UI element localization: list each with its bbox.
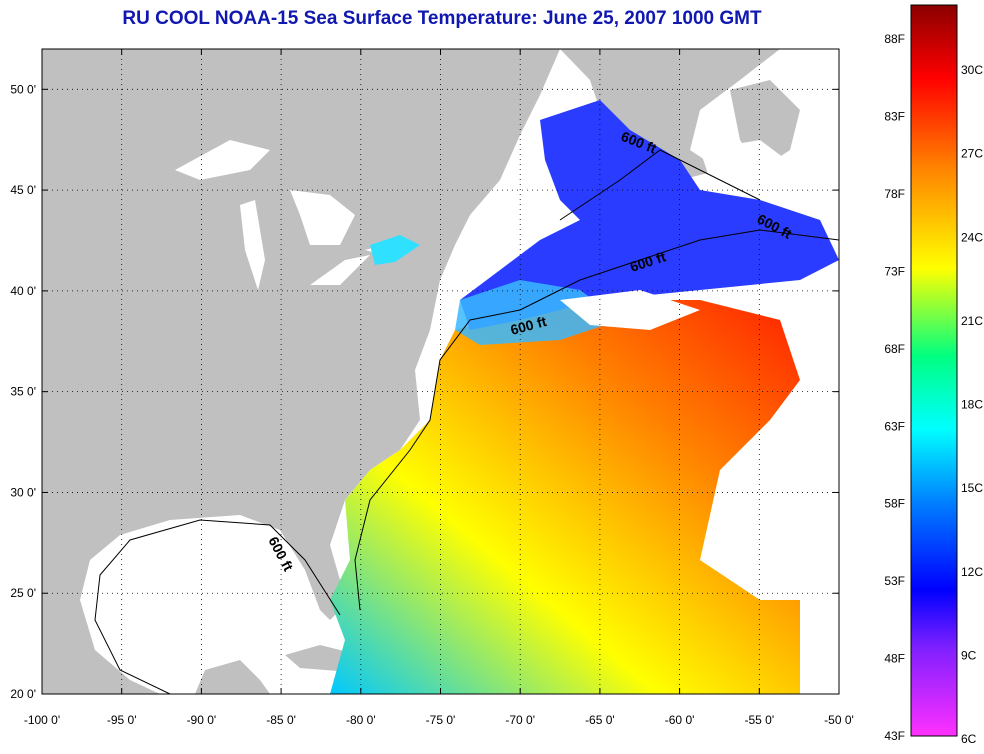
longitude-labels: -100 0' -95 0' -90 0' -85 0' -80 0' -75 0' -70… [24,713,854,727]
lake-superior [175,140,270,180]
longitude-tick-label: -50 0' [824,713,854,727]
lake-erie [310,255,370,285]
colorbar-c-label: 12C [961,565,983,579]
colorbar-c-label: 30C [961,63,983,77]
longitude-tick-label: -70 0' [505,713,535,727]
colorbar-c-label: 21C [961,314,983,328]
colorbar [910,4,958,737]
colorbar-f-label: 88F [884,32,905,46]
latitude-labels: 20 0' 25 0' 30 0' 35 0' 40 0' 45 0' 50 0' [10,82,36,701]
latitude-tick-label: 30 0' [10,485,36,499]
lake-michigan [240,200,265,290]
sst-field-cool-shelf [455,280,620,345]
colorbar-c-label: 15C [961,481,983,495]
colorbar-c-label: 9C [961,648,977,662]
latitude-tick-label: 45 0' [10,183,36,197]
colorbar-f-label: 63F [884,419,905,433]
colorbar-f-label: 43F [884,729,905,743]
sst-field-cold [460,100,839,330]
longitude-tick-label: -75 0' [426,713,456,727]
colorbar-f-label: 73F [884,264,905,278]
longitude-tick-label: -55 0' [744,713,774,727]
contour-600ft-north [559,149,761,221]
lake-huron [290,190,355,245]
longitude-tick-label: -80 0' [346,713,376,727]
colorbar-f-label: 58F [884,497,905,511]
colorbar-f-label: 53F [884,574,905,588]
cloud-patch-1 [560,290,700,330]
latitude-tick-label: 50 0' [10,82,36,96]
colorbar-c-label: 18C [961,398,983,412]
longitude-tick-label: -90 0' [187,713,217,727]
land-north-america [42,49,560,694]
colorbar-f-label: 78F [884,187,905,201]
latitude-tick-label: 40 0' [10,284,36,298]
longitude-tick-label: -100 0' [24,713,60,727]
longitude-tick-label: -65 0' [585,713,615,727]
colorbar-c-label: 24C [961,230,983,244]
land-canada-east [560,49,780,180]
colorbar-celsius-labels: 30C 27C 24C 21C 18C 15C 12C 9C 6C [961,63,983,746]
latitude-tick-label: 35 0' [10,385,36,399]
colorbar-fahrenheit-labels: 88F 83F 78F 73F 68F 63F 58F 53F 48F 43F [884,32,905,743]
latitude-tick-label: 25 0' [10,586,36,600]
longitude-tick-label: -60 0' [665,713,695,727]
colorbar-f-label: 83F [884,110,905,124]
latitude-tick-label: 20 0' [10,687,36,701]
longitude-tick-label: -85 0' [266,713,296,727]
map-title: RU COOL NOAA-15 Sea Surface Temperature:… [122,8,762,29]
land-yucatan [195,660,270,694]
colorbar-f-label: 68F [884,342,905,356]
contour-600ft-gulf [94,519,341,694]
colorbar-f-label: 48F [884,652,905,666]
axis-ticks [41,49,840,695]
cloud-patch-3 [760,400,839,600]
colorbar-c-label: 6C [961,732,977,746]
contour-600ft-east [354,229,839,611]
sst-field-lake [370,235,420,265]
cloud-patch-2 [700,140,800,190]
sst-field-warm [330,300,800,694]
longitude-tick-label: -95 0' [107,713,137,727]
colorbar-c-label: 27C [961,147,983,161]
